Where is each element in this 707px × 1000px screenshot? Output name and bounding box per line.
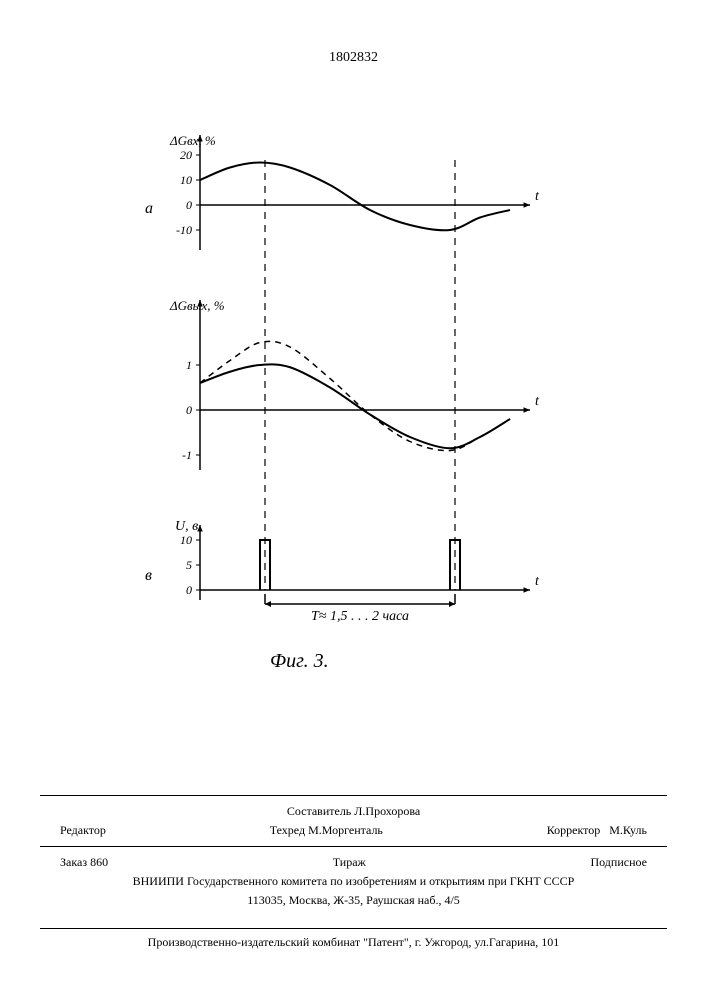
svg-text:5: 5 — [186, 558, 192, 572]
techred-label: Техред — [270, 823, 305, 837]
compiler-label: Составитель — [287, 804, 351, 818]
svg-text:-10: -10 — [176, 223, 192, 237]
svg-text:t: t — [535, 574, 540, 589]
svg-text:0: 0 — [186, 198, 192, 212]
svg-text:ΔGвых, %: ΔGвых, % — [169, 298, 225, 313]
corrector-label: Корректор — [547, 823, 601, 837]
svg-text:T≈ 1,5 . . . 2 часа: T≈ 1,5 . . . 2 часа — [311, 609, 409, 624]
svg-text:t: t — [535, 189, 540, 204]
svg-text:0: 0 — [186, 403, 192, 417]
subscription-label: Подписное — [590, 855, 647, 870]
svg-text:0: 0 — [186, 583, 192, 597]
figure-caption: Фиг. 3. — [270, 650, 329, 673]
corrector-name: М.Куль — [609, 823, 647, 837]
editor-label: Редактор — [60, 823, 106, 838]
order-label: Заказ — [60, 855, 87, 869]
svg-text:20: 20 — [180, 148, 192, 162]
page-number: 1802832 — [329, 50, 378, 66]
org-line-2: 113035, Москва, Ж-35, Раушская наб., 4/5 — [40, 891, 667, 910]
org-line-1: ВНИИПИ Государственного комитета по изоб… — [40, 872, 667, 891]
svg-text:в: в — [145, 567, 152, 584]
svg-text:-1: -1 — [182, 448, 192, 462]
techred-name: М.Моргенталь — [308, 823, 383, 837]
figure-3: -1001020ΔGвх, %tа-101ΔGвых, %t0510U, вtв… — [130, 130, 570, 650]
order-number: 860 — [90, 855, 108, 869]
circulation-label: Тираж — [333, 855, 366, 870]
svg-text:а: а — [145, 200, 153, 217]
svg-text:1: 1 — [186, 358, 192, 372]
svg-text:ΔGвх, %: ΔGвх, % — [169, 133, 216, 148]
svg-text:t: t — [535, 394, 540, 409]
svg-text:10: 10 — [180, 173, 192, 187]
compiler-name: Л.Прохорова — [354, 804, 420, 818]
svg-text:U, в: U, в — [175, 519, 198, 534]
footer-block: Составитель Л.Прохорова Редактор Техред … — [40, 789, 667, 910]
svg-text:10: 10 — [180, 533, 192, 547]
press-line: Производственно-издательский комбинат "П… — [40, 928, 667, 950]
